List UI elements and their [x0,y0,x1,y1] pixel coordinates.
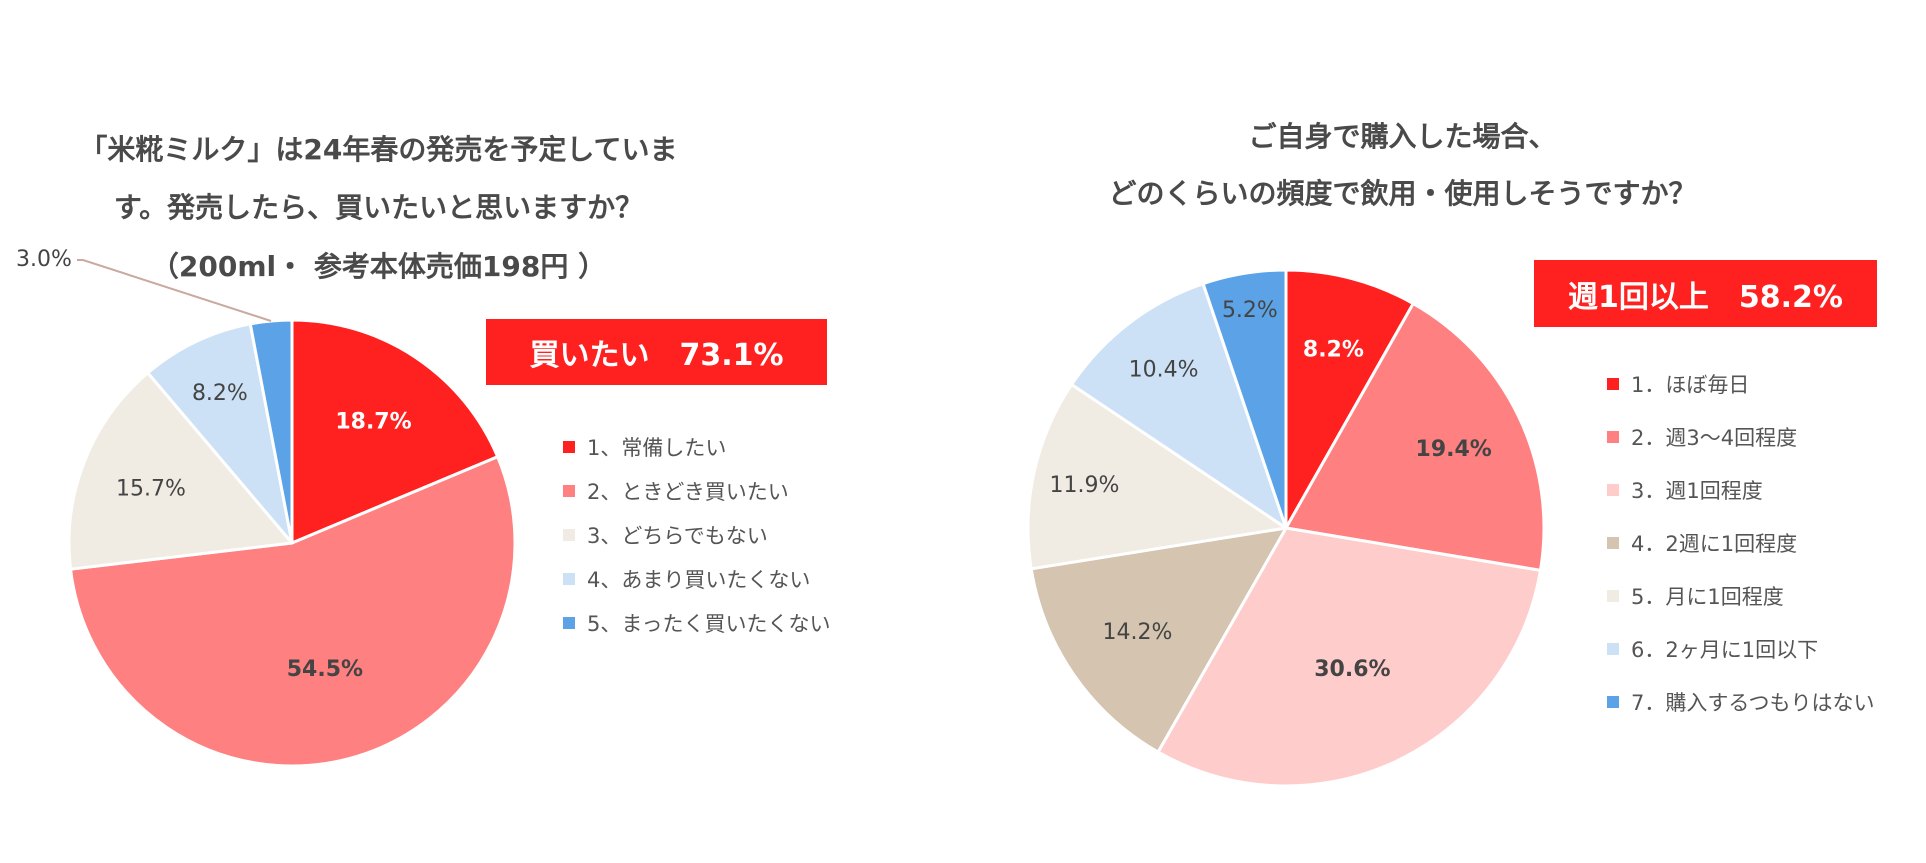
pie-slice-4 [146,322,294,545]
pie-slice-1 [290,318,500,545]
chart-title-line-1: ご自身で購入した場合、 [1248,120,1557,153]
legend-item-3: 3、どちらでもない [563,513,831,557]
callout-badge: 買いたい 73.1% [486,319,827,385]
legend-swatch [1607,536,1619,549]
slice-label-1: 8.2% [1303,337,1364,362]
legend-swatch [563,485,575,497]
legend-swatch [1607,377,1619,390]
legend-label: 7．購入するつもりはない [1631,690,1875,715]
legend-swatch [1607,642,1619,655]
pie-slice-1 [1284,268,1415,530]
slice-label-4: 8.2% [192,381,248,406]
chart-panel-purchase-intent: 「米糀ミルク」は24年春の発売を予定していま す。発売したら、買いたいと思います… [16,133,831,768]
slice-label-5: 11.9% [1049,473,1119,498]
pie-chart-usage-frequency: 8.2% 19.4% 30.6% 14.2% 11.9% 10.4% 5.2% [1026,268,1546,788]
slice-label-2: 19.4% [1416,437,1492,462]
pie-slice-7 [1201,268,1288,530]
chart-title-line-2: す。発売したら、買いたいと思いますか？ [113,191,644,224]
legend-label: 5．月に1回程度 [1631,584,1784,609]
legend-swatch [563,441,575,453]
slice-label-5: 3.0% [16,247,72,272]
slice-label-3: 30.6% [1314,657,1390,682]
legend-swatch [1607,589,1619,602]
legend-item-5: 5、まったく買いたくない [563,601,831,645]
legend-swatch [563,573,575,585]
pie-slice-5 [1026,383,1288,571]
legend-item-2: 2．週3～4回程度 [1607,410,1875,463]
slice-label-1: 18.7% [335,409,411,434]
chart-title-line-1: 「米糀ミルク」は24年春の発売を予定していま [79,133,678,166]
legend-item-1: 1．ほぼ毎日 [1607,357,1875,410]
legend-item-2: 2、ときどき買いたい [563,469,831,513]
leader-line [77,259,272,322]
legend-item-7: 7．購入するつもりはない [1607,675,1875,728]
slice-label-2: 54.5% [287,657,363,682]
slice-label-6: 10.4% [1129,357,1199,382]
legend-item-4: 4、あまり買いたくない [563,557,831,601]
callout-badge: 週1回以上 58.2% [1534,260,1877,327]
legend-label: 3、どちらでもない [587,524,768,548]
legend-item-4: 4．2週に1回程度 [1607,516,1875,569]
legend-swatch [1607,430,1619,443]
legend-swatch [1607,695,1619,708]
pie-slice-6 [1070,282,1288,530]
chart-panel-usage-frequency: ご自身で購入した場合、 どのくらいの頻度で飲用・使用しそうですか？ 8.2% 19… [963,0,1926,863]
legend-swatch [563,617,575,629]
legend-item-6: 6．2ヶ月に1回以下 [1607,622,1875,675]
legend-label: 6．2ヶ月に1回以下 [1631,637,1819,662]
legend-label: 2、ときどき買いたい [587,480,789,504]
legend-label: 4、あまり買いたくない [587,568,811,592]
legend-label: 1、常備したい [587,436,727,460]
legend-label: 5、まったく買いたくない [587,612,831,636]
pie-slice-3 [67,371,294,571]
legend-item-1: 1、常備したい [563,425,831,469]
pie-slice-4 [1029,526,1288,754]
legend-label: 3．週1回程度 [1631,478,1763,503]
pie-slice-2 [1284,302,1546,572]
legend: 1、常備したい 2、ときどき買いたい 3、どちらでもない 4、あまり買いたくない 5、ま… [563,425,831,645]
legend-swatch [563,529,575,541]
slice-label-3: 15.7% [116,477,186,502]
legend-label: 2．週3～4回程度 [1631,425,1798,450]
legend-item-5: 5．月に1回程度 [1607,569,1875,622]
pie-slice-3 [1156,526,1542,788]
legend-swatch [1607,483,1619,496]
legend: 1．ほぼ毎日 2．週3～4回程度 3．週1回程度 4．2週に1回程度 5．月に1回程度 6… [1607,357,1875,728]
pie-chart-purchase-intent: 18.7% 54.5% 15.7% 8.2% 3.0% [16,247,517,768]
pie-slice-5 [248,318,294,545]
legend-label: 4．2週に1回程度 [1631,531,1798,556]
slice-label-7: 5.2% [1222,298,1278,323]
slice-label-4: 14.2% [1103,620,1173,645]
chart-title-line-3: （200ml・ 参考本体売価198円 ） [150,250,607,283]
pie-slice-2 [69,455,517,768]
legend-item-3: 3．週1回程度 [1607,463,1875,516]
legend-label: 1．ほぼ毎日 [1631,372,1750,397]
chart-title-line-2: どのくらいの頻度で飲用・使用しそうですか？ [1108,177,1697,210]
